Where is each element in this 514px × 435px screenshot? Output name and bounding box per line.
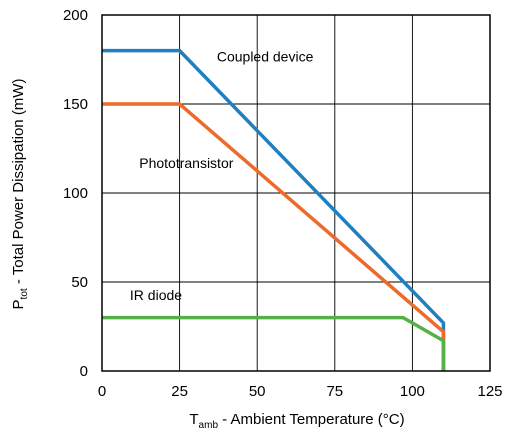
y-tick-label: 150 [63, 96, 88, 113]
annotation-phototransistor: Phototransistor [139, 155, 233, 171]
y-tick-label: 0 [80, 363, 88, 380]
series-line-phototransistor [102, 102, 446, 371]
x-tick-label: 0 [98, 383, 106, 400]
x-tick-label: 50 [249, 383, 266, 400]
x-tick-labels: 0 25 50 75 100 125 [98, 383, 503, 400]
annotation-coupled-device: Coupled device [217, 48, 314, 64]
y-tick-labels: 0 50 100 150 200 [63, 7, 88, 380]
y-axis-label: Ptot - Total Power Dissipation (mW) [10, 79, 30, 310]
annotations: Coupled device Phototransistor IR diode [130, 48, 314, 303]
x-tick-label: 125 [477, 383, 502, 400]
y-tick-label: 100 [63, 185, 88, 202]
plot-frame [101, 14, 491, 372]
x-tick-label: 100 [400, 383, 425, 400]
series-line-coupled-device [102, 48, 446, 371]
annotation-ir-diode: IR diode [130, 287, 182, 303]
x-tick-label: 75 [326, 383, 343, 400]
y-tick-label: 50 [71, 274, 88, 291]
x-axis-label: Tamb - Ambient Temperature (°C) [189, 411, 404, 431]
series-line-ir-diode [102, 315, 446, 371]
series-group [102, 48, 446, 371]
y-tick-label: 200 [63, 7, 88, 24]
x-tick-label: 25 [171, 383, 188, 400]
